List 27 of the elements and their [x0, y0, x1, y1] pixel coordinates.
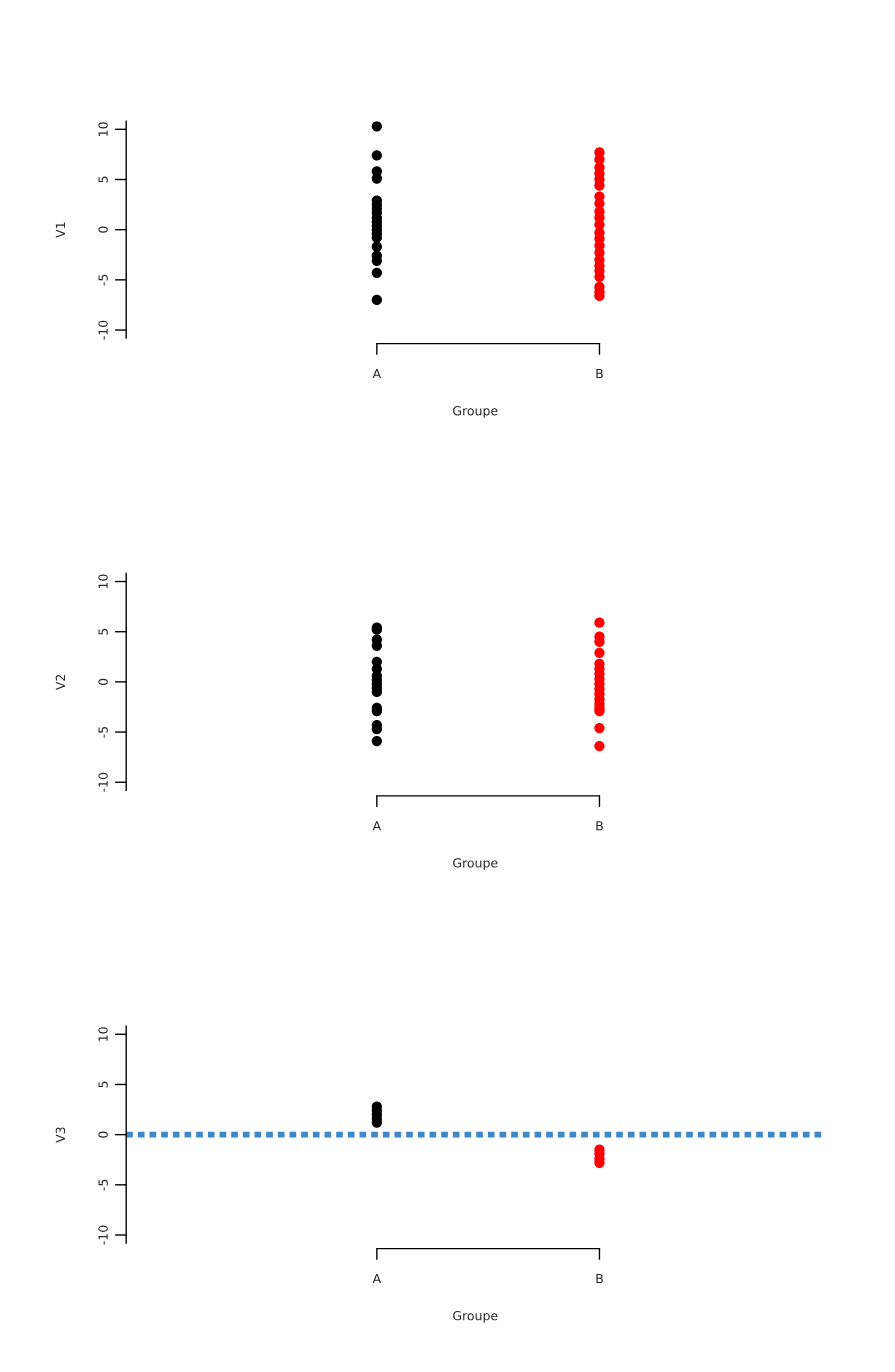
y-tick-label: -5	[98, 726, 108, 738]
y-axis-title: V3	[55, 1127, 66, 1143]
y-tick-label: -10	[98, 320, 108, 340]
y-tick-label: 0	[98, 226, 108, 233]
x-tick-label: B	[596, 1273, 603, 1284]
y-tick-label: 5	[98, 176, 108, 183]
y-tick-label: 5	[98, 628, 108, 635]
y-axis-title: V1	[55, 222, 65, 238]
x-tick-label: A	[372, 821, 382, 831]
y-tick-label: 10	[98, 122, 108, 136]
y-tick-label: 0	[98, 678, 108, 686]
x-axis-title: Groupe	[453, 405, 498, 418]
y-tick-label: 10	[98, 574, 108, 589]
y-tick-label: -10	[98, 1225, 108, 1245]
y-axis-title: V2	[55, 674, 65, 691]
x-tick-label: A	[372, 369, 382, 379]
y-tick-label: -5	[98, 1179, 108, 1191]
y-tick-label: 5	[98, 1081, 108, 1088]
x-axis-title: Groupe	[453, 858, 498, 871]
x-tick-label: A	[372, 1273, 382, 1284]
y-tick-label: 10	[98, 1027, 108, 1041]
y-tick-label: 0	[98, 1131, 108, 1138]
x-tick-label: B	[596, 369, 603, 379]
x-axis-title: Groupe	[453, 1310, 498, 1323]
y-tick-label: -5	[98, 274, 108, 286]
x-tick-label: B	[596, 821, 603, 831]
y-tick-label: -10	[98, 772, 108, 792]
